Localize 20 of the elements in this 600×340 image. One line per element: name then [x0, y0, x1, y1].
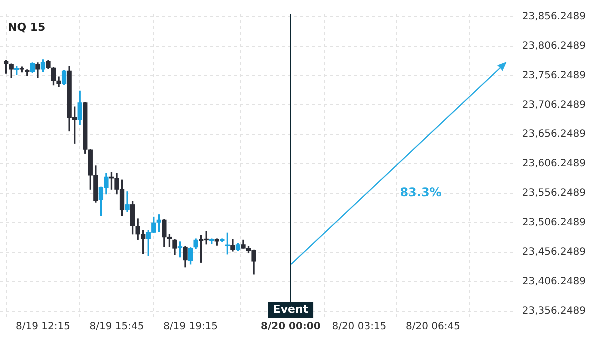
x-tick-label: 8/19 15:45	[90, 322, 144, 333]
x-tick-label: 8/19 19:15	[164, 322, 218, 333]
x-tick-label: 8/20 06:45	[406, 322, 460, 333]
y-tick-label: 23,856.2489	[522, 11, 586, 22]
y-tick-label: 23,756.2489	[522, 70, 586, 82]
ref-line-label: Event	[273, 302, 309, 316]
y-tick-label: 23,456.2489	[522, 247, 586, 258]
annotation: 83.3%	[400, 185, 442, 200]
x-tick-label: 8/20 00:00	[261, 322, 321, 333]
text: NQ 15	[8, 20, 46, 34]
y-tick-label: 23,706.2489	[522, 100, 586, 111]
y-tick-label: 23,656.2489	[522, 129, 586, 140]
y-tick-label: 23,356.2489	[522, 306, 586, 317]
y-tick-label: 23,806.2489	[522, 40, 586, 52]
y-tick-label: 23,606.2489	[522, 158, 586, 170]
y-tick-label: 23,406.2489	[522, 276, 586, 288]
x-tick-label: 8/19 12:15	[16, 322, 70, 333]
y-tick-label: 23,506.2489	[522, 218, 586, 229]
y-tick-label: 23,556.2489	[522, 188, 586, 200]
x-tick-label: 8/20 03:15	[332, 322, 387, 333]
